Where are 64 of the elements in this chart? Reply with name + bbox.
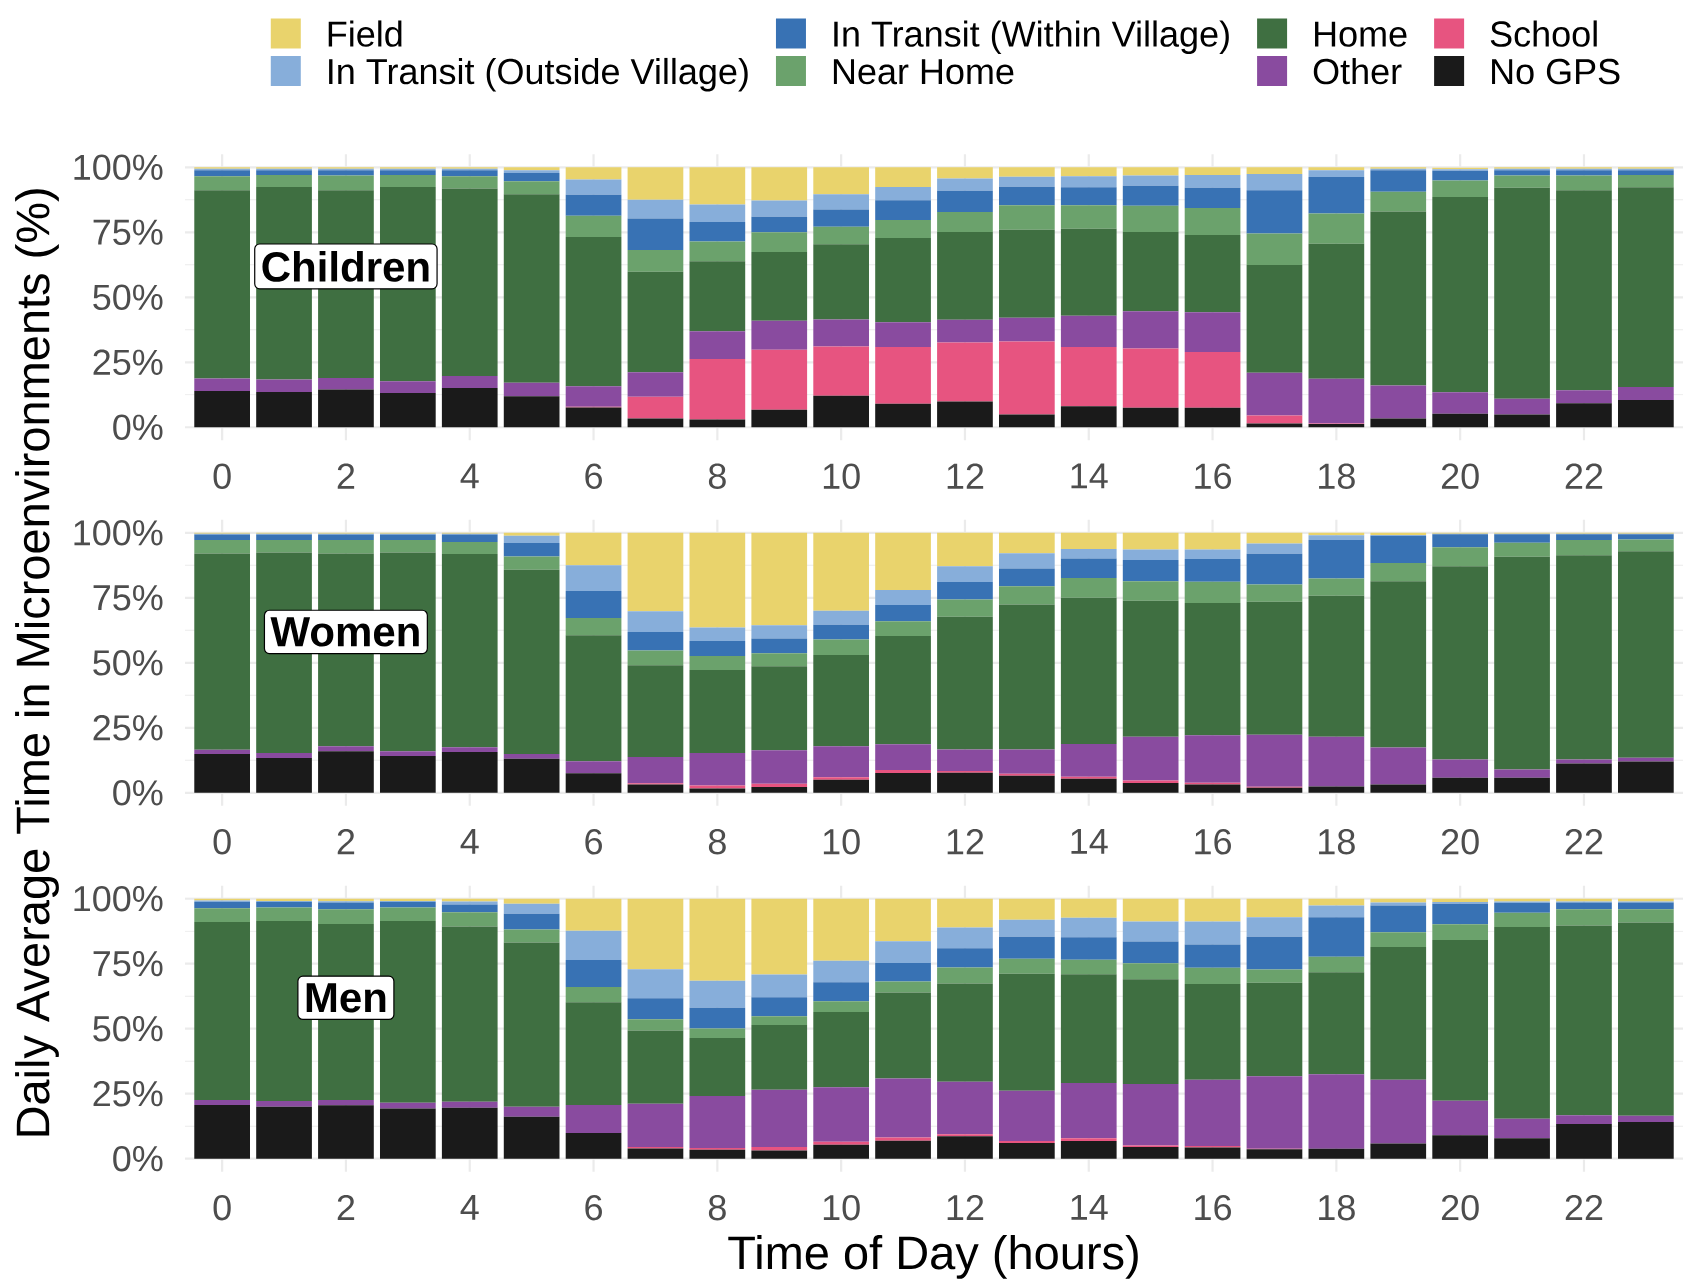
y-tick-label: 0%	[113, 780, 163, 806]
x-tick-label: 16	[1195, 829, 1231, 855]
y-tick-label: 25%	[93, 349, 163, 376]
x-tick-label: 6	[585, 1194, 602, 1221]
legend-label: In Transit (Outside Village)	[329, 57, 748, 92]
x-tick-label: 8	[708, 829, 726, 855]
y-tick-label: 0%	[113, 414, 163, 441]
x-axis-title: Time of Day (hours)	[728, 1235, 1138, 1279]
legend-label: In Transit (Within Village)	[834, 20, 1229, 54]
legend-label: School	[1490, 20, 1597, 47]
x-tick-label: 0	[213, 829, 231, 855]
y-axis-title: Daily Average Time in Microenvironments (%)	[15, 189, 59, 1136]
x-tick-label: 10	[823, 829, 860, 855]
y-tick-label: 100%	[74, 520, 163, 546]
x-tick-label: 16	[1195, 463, 1231, 489]
y-tick-label: 50%	[93, 650, 163, 676]
x-tick-label: 8	[708, 463, 726, 489]
legend-label: Near Home	[833, 59, 1014, 85]
y-tick-label: 75%	[93, 951, 163, 977]
x-tick-label: 6	[585, 829, 602, 855]
x-tick-label: 20	[1441, 463, 1479, 489]
x-tick-label: 18	[1319, 829, 1355, 855]
x-tick-label: 22	[1565, 1194, 1603, 1221]
x-tick-label: 0	[213, 1194, 231, 1221]
legend-label: Home	[1315, 21, 1407, 47]
x-tick-label: 12	[947, 829, 984, 855]
y-tick-label: 25%	[93, 1080, 163, 1107]
x-tick-label: 18	[1319, 1194, 1355, 1221]
x-tick-label: 14	[1071, 463, 1108, 489]
x-tick-label: 0	[213, 463, 231, 489]
y-tick-label: 50%	[93, 1015, 163, 1042]
x-tick-label: 8	[708, 1194, 726, 1221]
x-tick-label: 10	[823, 463, 860, 489]
y-tick-label: 75%	[93, 219, 163, 245]
y-tick-label: 0%	[113, 1145, 163, 1172]
x-tick-label: 4	[460, 1194, 479, 1220]
legend-label: No GPS	[1492, 58, 1620, 85]
x-tick-label: 4	[460, 463, 479, 489]
y-tick-label: 75%	[93, 585, 163, 611]
x-tick-label: 18	[1319, 463, 1355, 489]
y-tick-label: 100%	[74, 154, 163, 181]
x-tick-label: 10	[823, 1194, 860, 1221]
x-tick-label: 16	[1195, 1194, 1231, 1221]
y-tick-label: 100%	[74, 885, 163, 912]
x-tick-label: 2	[337, 1194, 355, 1221]
x-tick-label: 14	[1071, 1194, 1108, 1220]
legend-label: Other	[1313, 57, 1402, 85]
x-tick-label: 2	[337, 829, 355, 855]
x-tick-label: 6	[585, 463, 602, 489]
x-tick-label: 22	[1565, 463, 1603, 489]
x-tick-label: 20	[1441, 829, 1479, 855]
x-tick-label: 20	[1441, 1194, 1479, 1221]
x-tick-label: 22	[1565, 829, 1603, 855]
text: Children	[262, 250, 429, 282]
x-tick-label: 4	[460, 829, 479, 854]
x-tick-label: 14	[1071, 829, 1108, 854]
y-tick-label: 25%	[93, 715, 163, 741]
x-tick-label: 12	[947, 463, 984, 489]
text: Women	[270, 617, 419, 647]
y-tick-label: 50%	[93, 284, 163, 311]
text: Men	[306, 983, 386, 1013]
legend-label: Field	[328, 20, 402, 47]
x-tick-label: 12	[947, 1194, 984, 1221]
x-tick-label: 2	[337, 463, 355, 489]
